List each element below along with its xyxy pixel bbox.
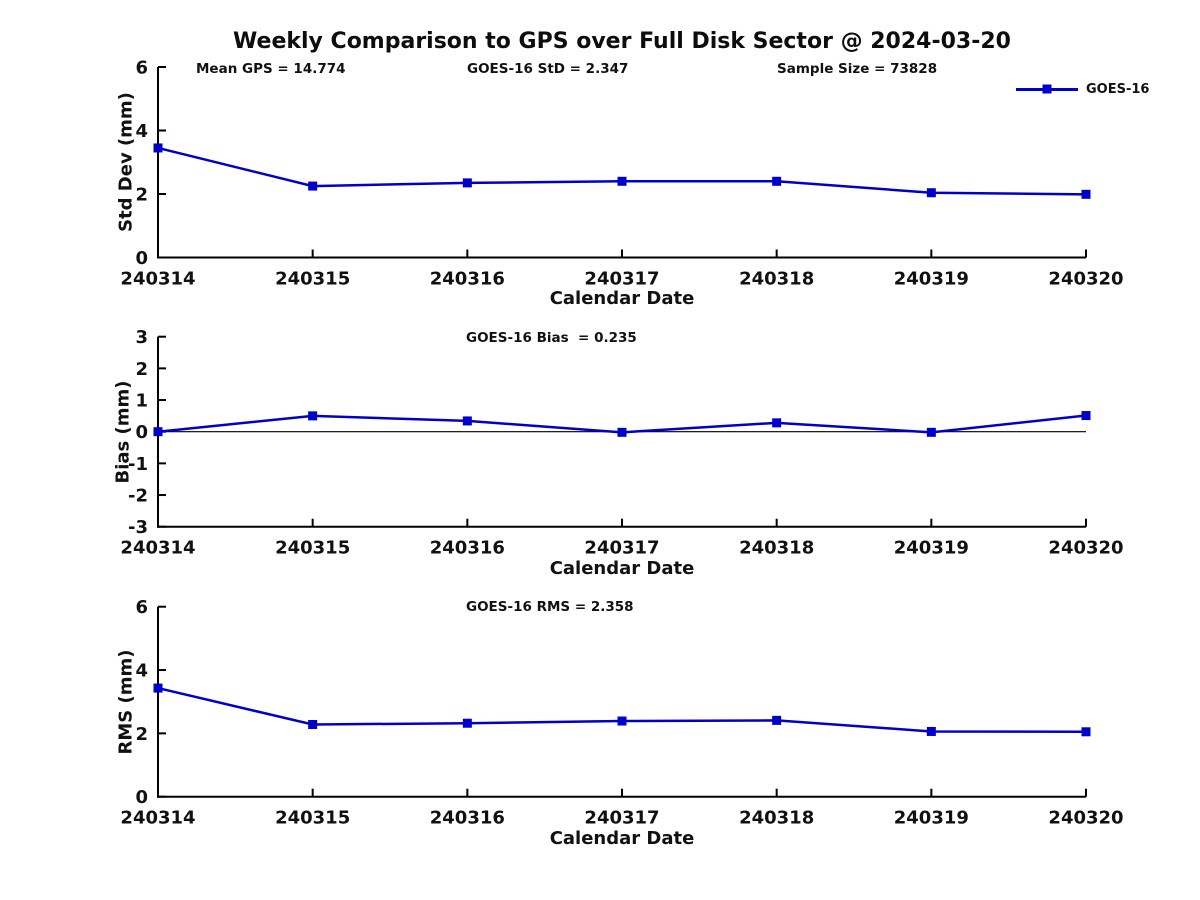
y-axis-label-bias: Bias (mm) bbox=[112, 380, 134, 484]
data-point-marker bbox=[308, 720, 318, 729]
annotation-sample-size: Sample Size = 73828 bbox=[777, 61, 938, 77]
x-tick-label: 240316 bbox=[430, 538, 505, 559]
x-tick-label: 240319 bbox=[894, 808, 969, 829]
y-tick-label: 4 bbox=[135, 661, 148, 682]
y-tick-label: 0 bbox=[135, 248, 148, 269]
subplot-title-bias: GOES-16 Bias = 0.235 bbox=[466, 330, 637, 346]
x-tick-label: 240320 bbox=[1048, 269, 1123, 290]
x-tick-label: 240317 bbox=[584, 269, 659, 290]
legend-line-sample-icon bbox=[1016, 84, 1078, 94]
data-point-marker bbox=[308, 181, 318, 191]
y-tick-label: 2 bbox=[135, 724, 148, 745]
x-tick-label: 240315 bbox=[275, 269, 350, 290]
data-point-marker bbox=[617, 427, 627, 437]
x-axis-label-bias: Calendar Date bbox=[549, 558, 695, 579]
data-point-marker bbox=[462, 718, 472, 728]
data-point-marker bbox=[926, 427, 936, 437]
data-point-marker bbox=[462, 178, 472, 188]
data-point-marker bbox=[926, 188, 936, 198]
y-tick-label: 6 bbox=[135, 58, 148, 79]
x-axis-label-rms: Calendar Date bbox=[549, 828, 695, 849]
data-point-marker bbox=[772, 418, 782, 428]
data-point-marker bbox=[1081, 727, 1091, 737]
annotation-mean-gps: Mean GPS = 14.774 bbox=[196, 61, 346, 77]
x-tick-label: 240318 bbox=[739, 808, 814, 829]
x-axis-label-stddev: Calendar Date bbox=[549, 288, 695, 309]
legend-square-marker-icon bbox=[1042, 84, 1052, 94]
series-line bbox=[157, 146, 1087, 196]
legend: GOES-16 bbox=[1016, 81, 1149, 97]
y-tick-label: -3 bbox=[128, 517, 148, 538]
x-tick-label: 240320 bbox=[1048, 808, 1123, 829]
data-point-marker bbox=[153, 143, 163, 153]
x-tick-label: 240315 bbox=[275, 538, 350, 559]
y-tick-label: 0 bbox=[135, 422, 148, 443]
x-tick-label: 240317 bbox=[584, 808, 659, 829]
y-axis-label-stddev: Std Dev (mm) bbox=[115, 92, 137, 232]
data-point-marker bbox=[617, 716, 627, 726]
x-tick-label: 240319 bbox=[894, 538, 969, 559]
data-point-marker bbox=[772, 715, 782, 725]
data-point-marker bbox=[153, 427, 163, 437]
x-tick-label: 240314 bbox=[120, 538, 195, 559]
y-tick-label: 3 bbox=[135, 327, 148, 348]
chart-title: Weekly Comparison to GPS over Full Disk … bbox=[233, 29, 1011, 54]
data-point-marker bbox=[772, 176, 782, 186]
data-point-marker bbox=[926, 726, 936, 736]
x-tick-label: 240320 bbox=[1048, 538, 1123, 559]
x-tick-label: 240316 bbox=[430, 269, 505, 290]
x-tick-label: 240314 bbox=[120, 808, 195, 829]
x-tick-label: 240319 bbox=[894, 269, 969, 290]
x-tick-label: 240316 bbox=[430, 808, 505, 829]
data-point-marker bbox=[308, 411, 318, 421]
data-point-marker bbox=[1081, 189, 1091, 199]
y-tick-label: 4 bbox=[135, 121, 148, 142]
y-axis-label-rms: RMS (mm) bbox=[115, 649, 137, 755]
legend-series-label: GOES-16 bbox=[1086, 81, 1150, 97]
y-tick-label: -1 bbox=[128, 454, 148, 475]
data-point-marker bbox=[462, 416, 472, 426]
data-point-marker bbox=[1081, 411, 1091, 421]
x-tick-label: 240318 bbox=[739, 269, 814, 290]
x-tick-label: 240314 bbox=[120, 269, 195, 290]
data-point-marker bbox=[153, 683, 163, 693]
x-tick-label: 240317 bbox=[584, 538, 659, 559]
data-point-marker bbox=[617, 176, 627, 186]
y-tick-label: 0 bbox=[135, 787, 148, 808]
annotation-goes16-std: GOES-16 StD = 2.347 bbox=[467, 61, 629, 77]
y-tick-label: 2 bbox=[135, 185, 148, 206]
subplot-title-rms: GOES-16 RMS = 2.358 bbox=[466, 599, 634, 615]
y-tick-label: 6 bbox=[135, 597, 148, 618]
y-tick-label: 2 bbox=[135, 359, 148, 380]
y-tick-label: -2 bbox=[128, 486, 148, 507]
x-tick-label: 240315 bbox=[275, 808, 350, 829]
x-tick-label: 240318 bbox=[739, 538, 814, 559]
y-tick-label: 1 bbox=[135, 391, 148, 412]
